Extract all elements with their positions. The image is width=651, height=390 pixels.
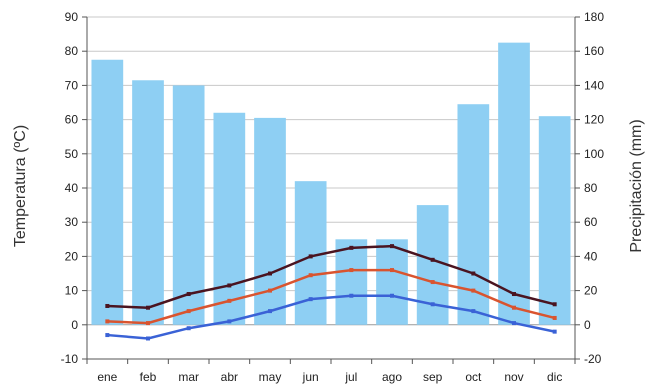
temperature-point <box>227 298 232 303</box>
precipitation-bar <box>376 239 408 325</box>
left-tick-label: 60 <box>65 113 79 127</box>
temperature-point <box>105 303 110 308</box>
left-tick-label: 0 <box>71 318 78 332</box>
temperature-point <box>105 319 110 324</box>
temperature-point <box>430 302 435 307</box>
left-tick-label: 40 <box>65 181 79 195</box>
x-tick-label: ene <box>97 370 117 384</box>
left-tick-label: -10 <box>61 352 79 366</box>
temperature-point <box>268 271 272 276</box>
temperature-point <box>552 329 557 334</box>
temperature-point <box>308 254 313 259</box>
left-tick-label: 50 <box>65 147 79 161</box>
temperature-point <box>471 309 476 314</box>
precipitation-bar <box>498 42 530 325</box>
temperature-point <box>268 288 272 293</box>
right-axis-ticks: -20 0 20 40 60 80 100 120 140 160 180 <box>575 10 604 366</box>
temperature-point <box>512 305 516 310</box>
temperature-point <box>186 309 191 314</box>
right-tick-label: 160 <box>584 44 604 58</box>
left-tick-label: 90 <box>65 10 79 24</box>
temperature-point <box>471 271 476 276</box>
right-tick-label: 40 <box>584 249 598 263</box>
x-tick-label: feb <box>140 370 157 384</box>
temperature-line <box>107 268 555 325</box>
left-tick-label: 80 <box>65 44 79 58</box>
right-tick-label: 100 <box>584 147 604 161</box>
temperature-point <box>512 292 516 297</box>
temperature-point <box>146 336 150 341</box>
temperature-point <box>390 244 394 249</box>
temperature-point <box>146 305 150 310</box>
temperature-point <box>186 326 191 331</box>
x-axis-ticks: ene feb mar abr may jun jul ago sep oct nov dic <box>86 359 576 384</box>
temperature-lines <box>105 244 557 341</box>
temperature-point <box>105 333 110 338</box>
x-tick-label: jul <box>344 370 357 384</box>
precipitation-bar <box>538 116 571 325</box>
temperature-line <box>107 294 555 340</box>
temperature-point <box>146 321 150 326</box>
x-tick-label: jun <box>302 370 319 384</box>
x-tick-label: nov <box>504 370 523 384</box>
temperature-point <box>308 273 313 278</box>
temperature-point <box>552 315 557 320</box>
right-tick-label: 80 <box>584 181 598 195</box>
temperature-point <box>512 321 516 326</box>
precipitation-bar <box>172 85 205 325</box>
left-tick-label: 20 <box>65 249 79 263</box>
temperature-line <box>107 244 555 309</box>
left-tick-label: 70 <box>65 78 79 92</box>
x-tick-label: abr <box>221 370 238 384</box>
precipitation-bar <box>335 239 368 325</box>
right-tick-label: 120 <box>584 113 604 127</box>
precipitation-bar <box>132 80 164 325</box>
right-tick-label: -20 <box>584 352 602 366</box>
x-tick-label: dic <box>547 370 562 384</box>
temperature-point <box>186 292 191 297</box>
right-axis-title: Precipitación (mm) <box>628 119 645 252</box>
temperature-point <box>268 309 272 314</box>
left-tick-label: 30 <box>65 215 79 229</box>
temperature-point <box>430 280 435 285</box>
temperature-point <box>390 268 394 273</box>
x-tick-label: mar <box>178 370 199 384</box>
temperature-point <box>390 293 394 298</box>
temperature-point <box>349 293 354 298</box>
precipitation-bar <box>213 112 246 325</box>
right-tick-label: 0 <box>584 318 591 332</box>
right-tick-label: 180 <box>584 10 604 24</box>
temperature-point <box>552 302 557 307</box>
temperature-point <box>349 268 354 273</box>
left-axis-title: Temperatura (ºC) <box>12 125 29 247</box>
temperature-point <box>227 283 232 288</box>
temperature-point <box>471 288 476 293</box>
right-tick-label: 60 <box>584 215 598 229</box>
left-tick-label: 10 <box>65 284 79 298</box>
temperature-point <box>349 245 354 250</box>
x-tick-label: may <box>259 370 282 384</box>
right-tick-label: 20 <box>584 284 598 298</box>
temperature-point <box>430 257 435 262</box>
precipitation-bar <box>91 59 124 325</box>
left-axis-ticks: -10 0 10 20 30 40 50 60 70 80 90 <box>61 10 87 366</box>
temperature-point <box>308 297 313 302</box>
gridlines <box>87 16 575 360</box>
x-tick-label: oct <box>465 370 482 384</box>
x-tick-label: sep <box>423 370 443 384</box>
temperature-point <box>227 319 232 324</box>
x-tick-label: ago <box>382 370 402 384</box>
right-tick-label: 140 <box>584 78 604 92</box>
